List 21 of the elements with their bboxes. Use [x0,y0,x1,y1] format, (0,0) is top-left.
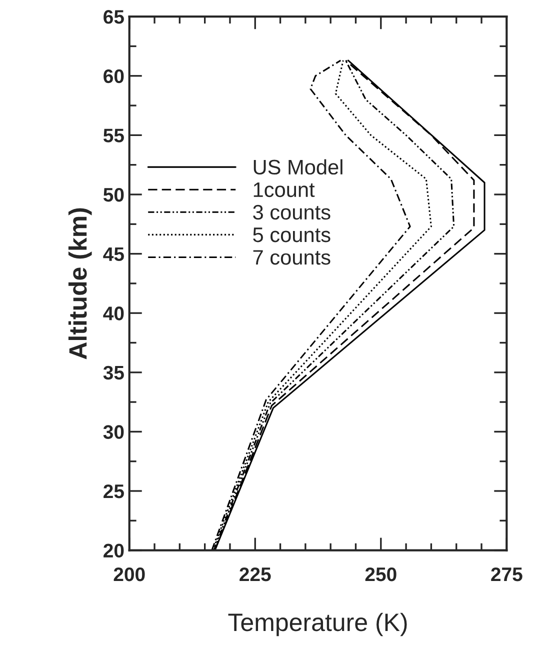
y-axis-title: Altitude (km) [68,208,92,360]
x-tick-label: 200 [114,567,145,582]
y-tick-label: 65 [104,10,124,24]
y-tick-label: 30 [103,425,124,439]
y-tick-label: 40 [103,306,124,320]
x-tick-label: 275 [491,567,522,582]
y-tick-label: 55 [103,128,124,142]
x-tick-label: 225 [240,567,271,582]
y-tick-label: 45 [103,247,124,262]
y-tick-label: 50 [103,188,124,202]
x-axis-title: Temperature (K) [228,612,407,636]
y-tick-label: 35 [103,366,124,380]
y-tick-label: 25 [104,484,124,498]
y-tick-label: 20 [104,544,124,558]
legend-label: 3 counts [253,204,330,220]
y-tick-label: 60 [104,69,124,84]
legend-label: US Model [254,159,342,175]
legend-label: 5 counts [253,228,330,242]
legend-label: 1count [254,182,315,198]
x-tick-label: 250 [365,567,396,582]
legend-label: 7 counts [253,250,330,265]
